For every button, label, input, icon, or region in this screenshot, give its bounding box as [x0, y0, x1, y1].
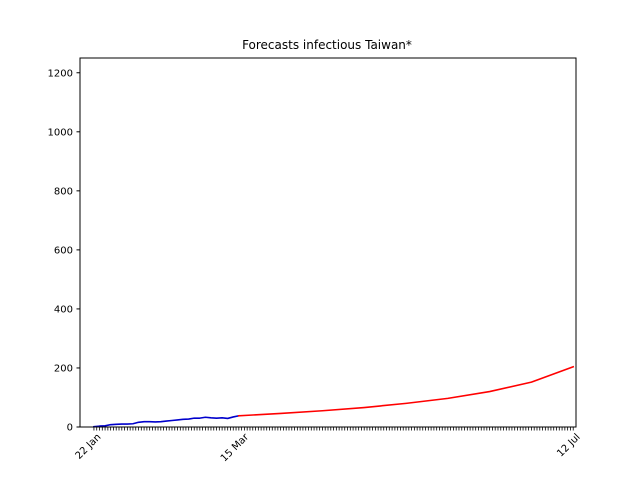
chart-title: Forecasts infectious Taiwan*	[242, 38, 412, 52]
series-layer	[93, 365, 575, 428]
y-tick-label: 400	[54, 304, 73, 315]
y-tick-label: 200	[54, 363, 73, 374]
y-tick-label: 1000	[48, 127, 73, 138]
x-tick-label: 22 Jan	[74, 432, 104, 462]
x-axis: 22 Jan 15 Mar 12 Jul	[74, 427, 583, 464]
plot-frame	[79, 57, 577, 428]
series-line-0	[93, 414, 240, 428]
y-tick-label: 600	[54, 245, 73, 256]
y-axis: 0 200 400 600 800 1000 1200	[48, 68, 80, 434]
x-tick-label: 12 Jul	[555, 432, 583, 460]
x-tick-label: 15 Mar	[219, 431, 252, 464]
y-tick-label: 0	[67, 423, 73, 434]
y-tick-label: 800	[54, 186, 73, 197]
y-tick-label: 1200	[48, 68, 73, 79]
series-line-1	[237, 365, 575, 417]
